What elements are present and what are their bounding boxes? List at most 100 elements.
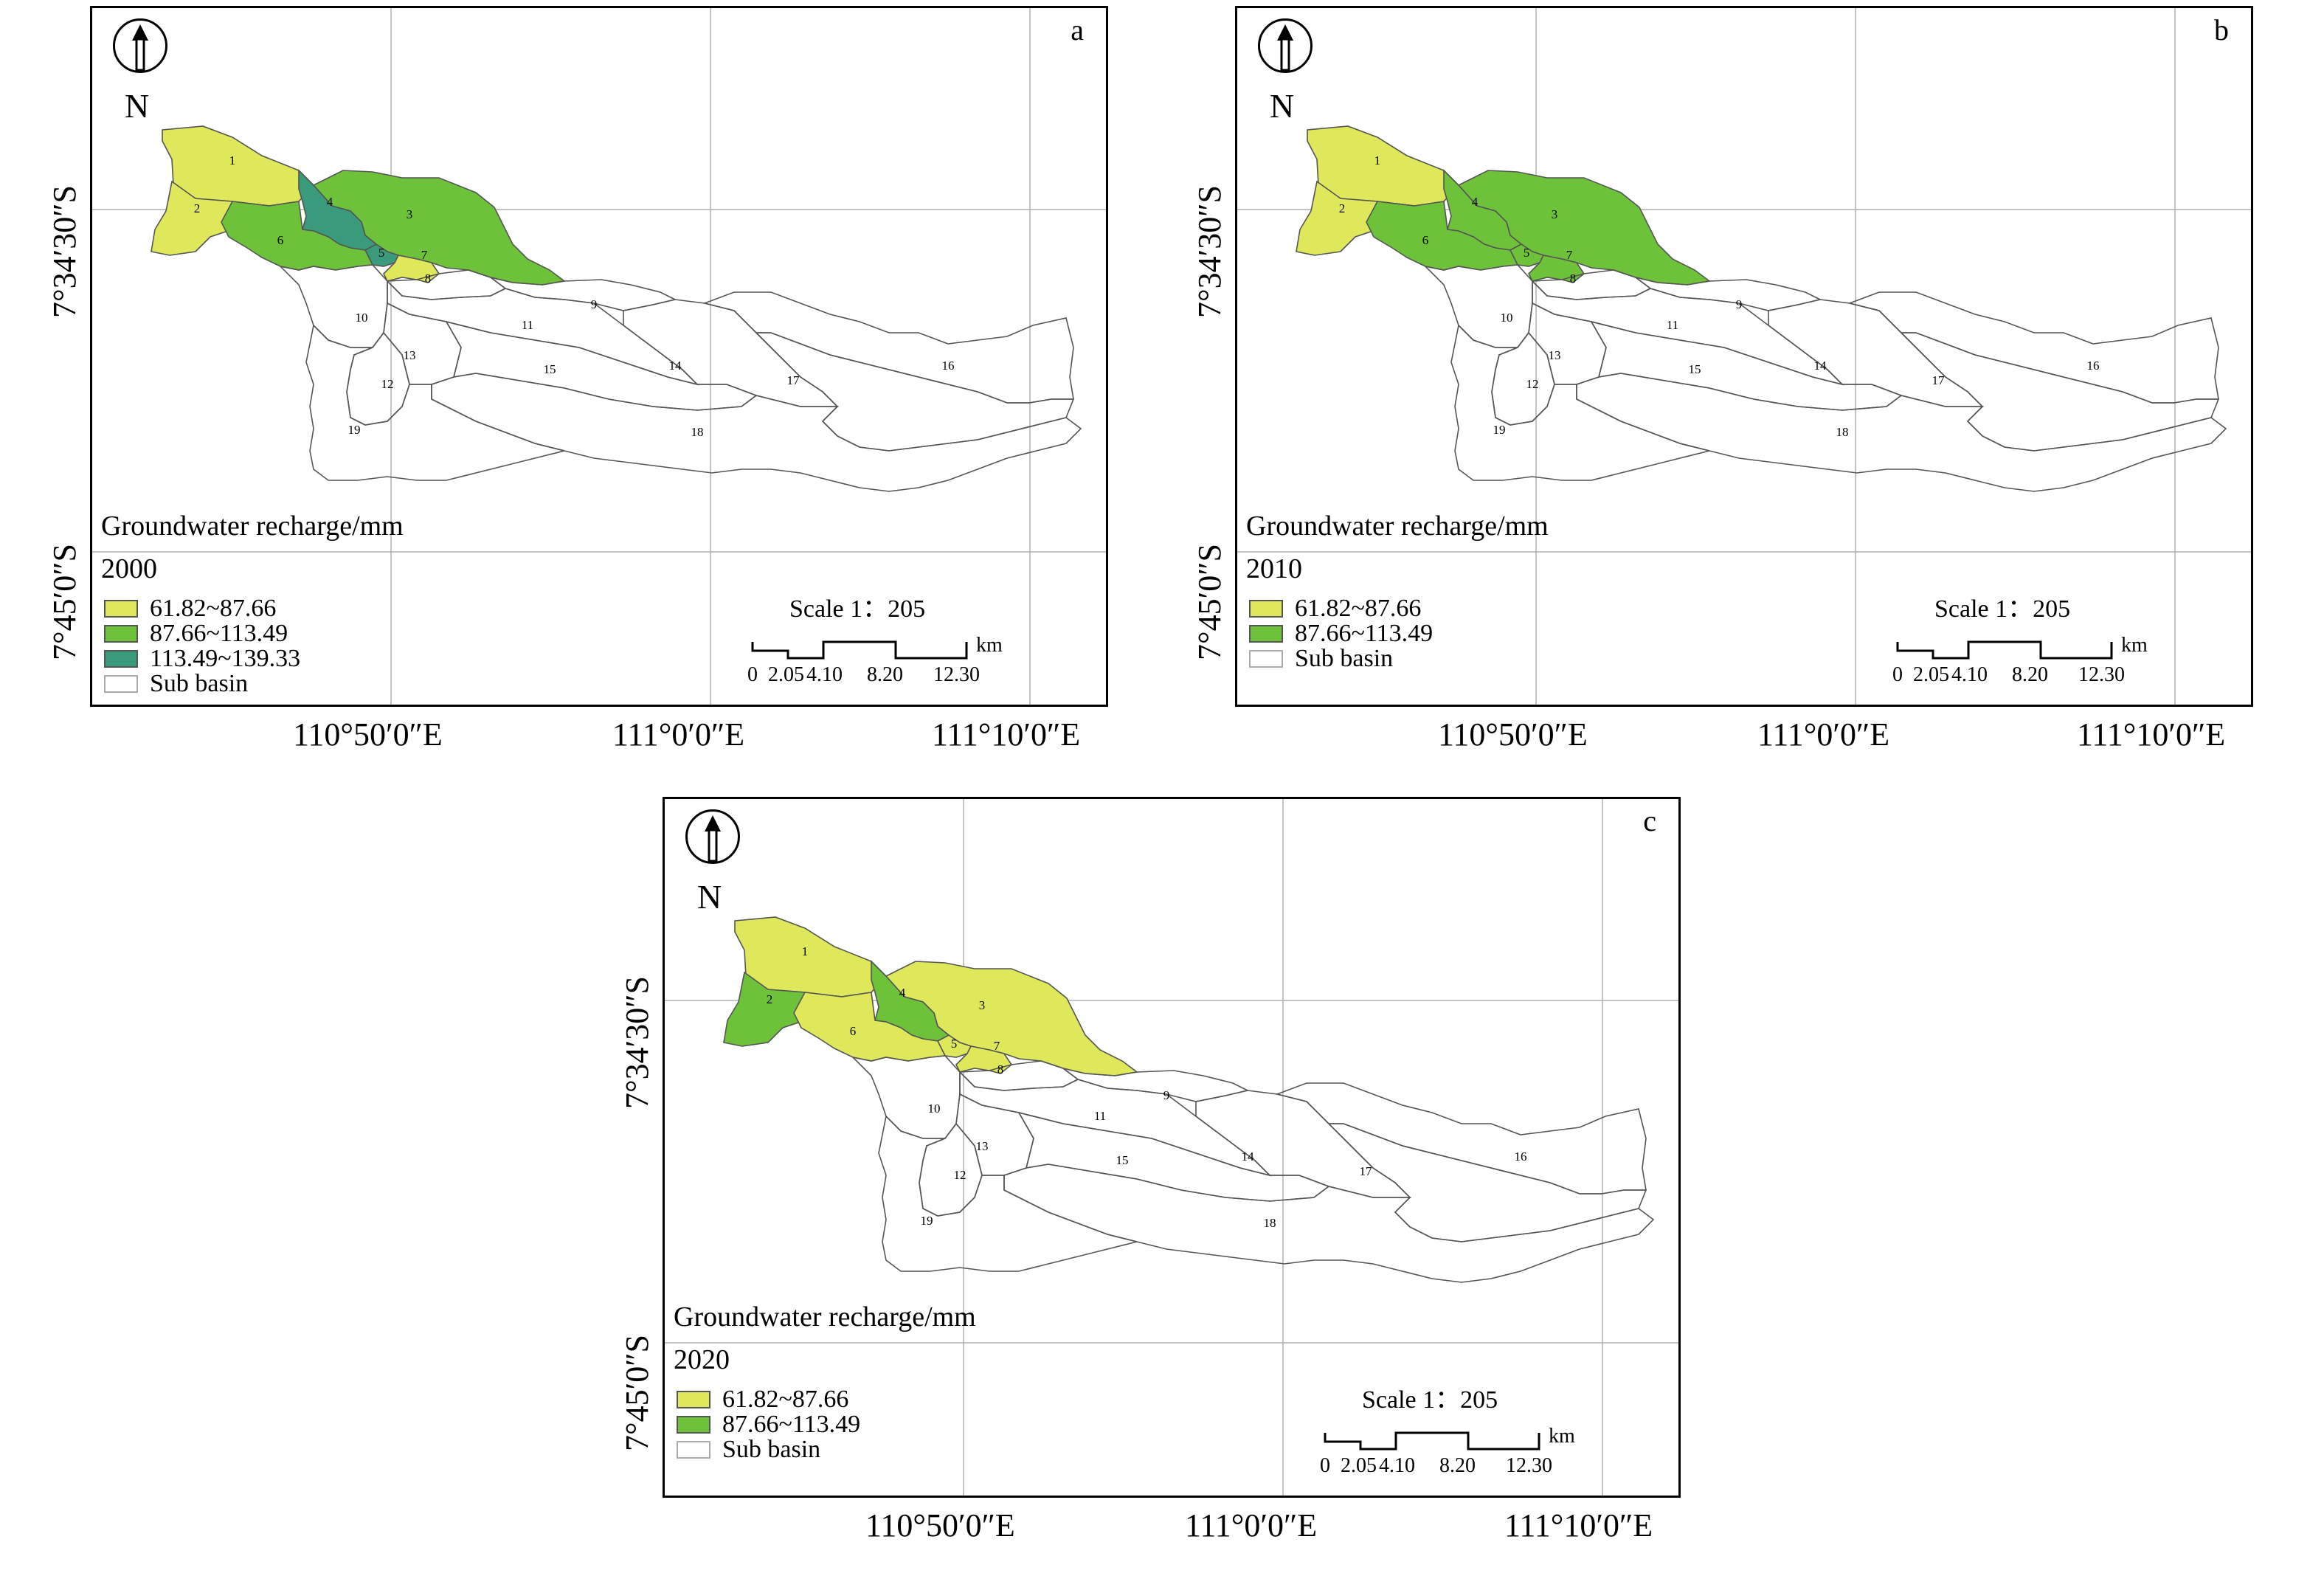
sub-basin-number: 5: [951, 1037, 958, 1051]
longitude-label: 110°50′0″E: [865, 1507, 1015, 1543]
sub-basin-number: 14: [1242, 1150, 1255, 1164]
sub-basin-number: 10: [356, 311, 368, 325]
scale-ratio: Scale 1：205: [1934, 595, 2071, 623]
legend-swatch: [677, 1416, 710, 1434]
legend-label: 61.82~87.66: [150, 595, 277, 622]
sub-basin-number: 15: [544, 362, 556, 376]
sub-basin-number: 17: [1360, 1164, 1373, 1178]
latitude-label: 7°45′0″S: [46, 543, 83, 660]
sub-basin-number: 6: [277, 233, 284, 247]
sub-basin-number: 18: [1836, 425, 1849, 439]
map-panel-c: 1 2 3 4 5 6 7 8 9 10 11 12 13 14 15 16 17 18 19 c N Groundwat…: [573, 791, 1723, 1573]
latitude-label: 7°45′0″S: [1192, 543, 1228, 660]
sub-basin-number: 14: [669, 359, 682, 373]
longitude-label: 111°0′0″E: [612, 716, 745, 753]
sub-basin-number: 3: [1552, 207, 1558, 221]
legend-swatch: [1249, 625, 1283, 643]
scale-tick-label: 12.30: [1506, 1454, 1552, 1477]
north-arrow-ring: [685, 809, 740, 864]
sub-basin-number: 8: [1570, 272, 1577, 286]
sub-basin-number: 9: [1163, 1088, 1170, 1102]
legend-swatch: [1249, 650, 1283, 668]
legend-year: 2010: [1246, 553, 1302, 584]
legend-label: Sub basin: [1295, 645, 1394, 672]
sub-basin-number: 19: [921, 1214, 933, 1228]
legend-item: Sub basin: [1249, 645, 1394, 672]
sub-basin-number: 4: [899, 986, 906, 1000]
legend-item: 87.66~113.49: [104, 620, 288, 647]
sub-basin-19: [878, 1115, 1138, 1272]
arrow-up-icon: [705, 815, 721, 862]
legend-swatch: [104, 600, 138, 618]
map-frame: 1 2 3 4 5 6 7 8 9 10 11 12 13 14 15 16 17 18 19 a N Groundwat…: [90, 6, 1108, 707]
sub-basin-number: 11: [522, 318, 533, 332]
latitude-label: 7°45′0″S: [619, 1334, 655, 1451]
longitude-label: 111°10′0″E: [2077, 716, 2226, 753]
sub-basin-18: [431, 373, 1082, 492]
legend-swatch: [104, 625, 138, 643]
sub-basin-10: [1423, 264, 1533, 348]
legend-label: 113.49~139.33: [150, 645, 301, 672]
map-panel-a: 1 2 3 4 5 6 7 8 9 10 11 12 13 14 15 16 17 18 19 a N Groundwat…: [0, 0, 1151, 782]
sub-basin-number: 4: [327, 195, 333, 209]
sub-basin-number: 9: [1736, 297, 1743, 311]
longitude-label: 110°50′0″E: [293, 716, 443, 753]
sub-basin-number: 7: [994, 1039, 1000, 1053]
sub-basin-number: 12: [381, 377, 394, 391]
panel-letter: a: [1071, 13, 1084, 46]
longitude-label: 111°0′0″E: [1185, 1507, 1318, 1543]
legend-swatch: [677, 1391, 710, 1408]
sub-basin-number: 13: [976, 1139, 989, 1153]
panel-letter: b: [2214, 13, 2229, 46]
scale-tick-label: 2.05: [1913, 663, 1949, 686]
scale-unit: km: [2121, 634, 2148, 657]
legend-item: 87.66~113.49: [677, 1411, 860, 1438]
sub-basin-number: 18: [1264, 1216, 1276, 1230]
legend-item: 61.82~87.66: [104, 595, 277, 622]
scale-tick-label: 2.05: [768, 663, 804, 686]
sub-basin-number: 7: [421, 248, 428, 262]
north-label: N: [125, 87, 150, 125]
sub-basin-number: 15: [1689, 362, 1701, 376]
latitude-label: 7°34′30″S: [619, 975, 655, 1109]
sub-basin-number: 9: [591, 297, 598, 311]
sub-basin-number: 1: [1374, 153, 1381, 167]
legend-title: Groundwater recharge/mm: [101, 511, 404, 542]
sub-basin-19: [1450, 324, 1710, 481]
scale-tick-label: 2.05: [1341, 1454, 1377, 1477]
sub-basin-number: 7: [1566, 248, 1573, 262]
sub-basin-number: 2: [1339, 201, 1346, 215]
legend-swatch: [104, 675, 138, 693]
legend-label: Sub basin: [722, 1436, 821, 1463]
legend-item: 61.82~87.66: [677, 1386, 848, 1413]
sub-basin-number: 16: [942, 359, 955, 373]
sub-basin-number: 8: [425, 272, 432, 286]
scale-tick-label: 8.20: [1439, 1454, 1476, 1477]
sub-basin-number: 10: [1501, 311, 1513, 325]
scale-unit: km: [976, 634, 1003, 657]
scale-tick-label: 4.10: [1951, 663, 1988, 686]
scale-tick-label: 0: [747, 663, 758, 686]
scale-tick-label: 0: [1320, 1454, 1330, 1477]
scale-bar: [1324, 1431, 1540, 1451]
sub-basin-number: 10: [928, 1102, 941, 1116]
scale-bar: [1896, 640, 2113, 660]
legend-year: 2020: [674, 1344, 730, 1375]
legend-item: Sub basin: [677, 1436, 821, 1463]
sub-basin-number: 16: [1515, 1150, 1527, 1164]
scale-tick-label: 4.10: [806, 663, 843, 686]
scale-bar: [751, 640, 968, 660]
map-frame: 1 2 3 4 5 6 7 8 9 10 11 12 13 14 15 16 17 18 19 c N Groundwat…: [663, 797, 1681, 1498]
sub-basin-number: 5: [378, 246, 385, 260]
sub-basin-number: 12: [954, 1168, 966, 1182]
sub-basin-number: 1: [229, 153, 236, 167]
arrow-up-icon: [1277, 24, 1293, 72]
north-arrow: N: [1249, 18, 1338, 144]
north-arrow: N: [677, 809, 765, 935]
arrow-up-icon: [132, 24, 148, 72]
sub-basin-number: 17: [1932, 373, 1946, 387]
sub-basin-number: 12: [1526, 377, 1539, 391]
